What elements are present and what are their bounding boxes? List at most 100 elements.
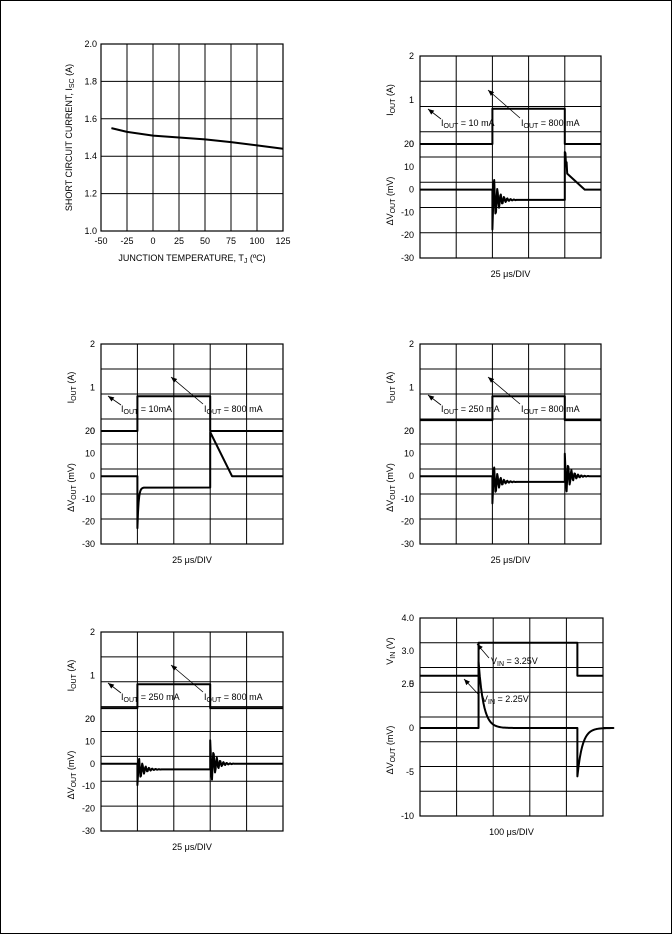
isc-x-axis-label: JUNCTION TEMPERATURE, TJ (ºC) [118, 253, 265, 265]
lt2-bottom-tick-label: 0 [90, 471, 95, 481]
isc-y-tick-label: 1.8 [84, 76, 97, 86]
lineT-bottom-tick-label: -10 [401, 811, 414, 821]
lt4-bottom-response-trace [101, 739, 284, 787]
lt4-annotation-low: IOUT = 250 mA [121, 692, 180, 704]
lt4-top-tick-label: 1 [90, 671, 95, 681]
isc-y-tick-label: 1.4 [84, 151, 97, 161]
lt3-bottom-response-trace [420, 452, 602, 505]
lt2-bottom-tick-label: -20 [82, 516, 95, 526]
lt4-bottom-tick-label: 20 [85, 714, 95, 724]
isc-plot-frame [100, 43, 284, 232]
lt2-bottom-tick-label: 10 [85, 449, 95, 459]
lt3-top-tick-label: 2 [409, 339, 414, 349]
lt4-bottom-tick-label: 10 [85, 736, 95, 746]
lt3-top-axis-label: IOUT (A) [385, 372, 397, 404]
lt2-bottom-tick-label: 20 [85, 426, 95, 436]
lt2-annotation-low-arrow [107, 395, 122, 406]
lt4-top-axis-label: IOUT (A) [66, 660, 78, 692]
lt1-grid [420, 56, 601, 258]
lt3-bottom-tick-label: 20 [404, 426, 414, 436]
lt2-annotation-low: IOUT = 10mA [121, 404, 172, 416]
isc-x-tick-label: -25 [120, 236, 133, 246]
lineT-transient-chart: 4.0 3.0 2.05 0 -5 -10 VIN (V) ΔVOUT (mV) 100 μs/… [385, 613, 615, 837]
isc-x-tick-label: 125 [275, 236, 290, 246]
lt2-bottom-tick-label: -30 [82, 539, 95, 549]
lt3-bottom-tick-label: -30 [401, 539, 414, 549]
lineT-annotation-low: VIN = 3.25V [491, 656, 538, 668]
lineT-plot-frame [419, 617, 604, 817]
lt2-bottom-axis-label: ΔVOUT (mV) [66, 463, 78, 512]
lt3-bottom-tick-label: 0 [409, 471, 414, 481]
lineT-x-axis-label: 100 μs/DIV [489, 827, 534, 837]
lt3-bottom-axis-label: ΔVOUT (mV) [385, 463, 397, 512]
lt2-bottom-response-trace [101, 431, 283, 530]
lt2-bottom-tick-label: -10 [82, 494, 95, 504]
lineT-top-step-trace [420, 641, 603, 677]
lt3-bottom-tick-label: -20 [401, 516, 414, 526]
lt4-bottom-tick-label: -10 [82, 781, 95, 791]
lineT-annotation-low-arrow [476, 643, 490, 659]
lt1-top-axis-label: IOUT (A) [385, 84, 397, 116]
lt2-x-axis-label: 25 μs/DIV [172, 555, 212, 565]
lt4-bottom-axis-label: ΔVOUT (mV) [66, 751, 78, 800]
lt1-bottom-axis-label: ΔVOUT (mV) [385, 177, 397, 226]
lt1-bottom-tick-label: 20 [404, 139, 414, 149]
lt3-plot-frame [419, 343, 602, 545]
lt3-annotation-low: IOUT = 250 mA [441, 404, 500, 416]
lineT-top-tick-label: 2.0 [401, 679, 414, 689]
lt4-bottom-tick-label: -20 [82, 804, 95, 814]
lt3-grid [420, 344, 601, 544]
lt1-bottom-tick-label: -30 [401, 253, 414, 263]
lt4-bottom-tick-label: -30 [82, 826, 95, 836]
lt1-bottom-tick-label: 10 [404, 162, 414, 172]
lineT-annotation-high-arrow [463, 678, 480, 696]
lt3-bottom-tick-label: -10 [401, 494, 414, 504]
lt4-grid [101, 632, 283, 831]
lt4-annotation-high: IOUT = 800 mA [204, 692, 263, 704]
lt3-top-tick-label: 0 [409, 426, 414, 436]
lineT-grid [420, 618, 603, 816]
isc-x-tick-label: 50 [200, 236, 210, 246]
lt4-x-axis-label: 25 μs/DIV [172, 842, 212, 852]
lt1-top-tick-label: 1 [409, 95, 414, 105]
lt1-annotation-low: IOUT = 10 mA [441, 118, 495, 130]
lt2-annotation-high-arrow [170, 376, 204, 405]
isc-x-tick-label: -50 [94, 236, 107, 246]
lt4-annotation-high-arrow [170, 664, 204, 693]
lt1-bottom-tick-label: -10 [401, 207, 414, 217]
lt2-top-step-trace [101, 395, 283, 432]
lt2-top-tick-label: 2 [90, 339, 95, 349]
isc-x-tick-label: 0 [150, 236, 155, 246]
lt1-top-tick-label: 0 [409, 139, 414, 149]
lt4-top-step-trace [101, 683, 283, 710]
isc-y-tick-label: 1.2 [84, 189, 97, 199]
isc-x-tick-label: 75 [226, 236, 236, 246]
isc-y-tick-label: 2.0 [84, 39, 97, 49]
lt3-top-step-trace [420, 395, 601, 422]
isc-y-tick-label: 1.0 [84, 226, 97, 236]
lt1-bottom-tick-label: 0 [409, 185, 414, 195]
lt1-bottom-response-trace [420, 150, 601, 231]
isc-x-tick-label: 100 [249, 236, 264, 246]
lt3-annotation-low-arrow [427, 394, 442, 406]
lineT-top-tick-label: 3.0 [401, 646, 414, 656]
lt4-plot-frame [100, 631, 284, 832]
isc-x-tick-label: 25 [174, 236, 184, 246]
lt4-bottom-tick-label: 0 [90, 759, 95, 769]
lt3-x-axis-label: 25 μs/DIV [491, 555, 531, 565]
lineT-top-axis-label: VIN (V) [385, 637, 397, 665]
isc-y-tick-label: 1.6 [84, 114, 97, 124]
lt3-annotation-high: IOUT = 800 mA [521, 404, 580, 416]
lt2-annotation-high: IOUT = 800 mA [204, 404, 263, 416]
lt2-top-tick-label: 0 [90, 426, 95, 436]
lt1-top-step-trace [420, 107, 601, 145]
lt1-annotation-high: IOUT = 800 mA [521, 118, 580, 130]
isc-vs-temperature-chart: -50 -25 0 25 50 75 100 125 1.0 1.2 1.4 1.6 1.8 2.0 JUN… [64, 39, 291, 265]
lineT-bottom-axis-label: ΔVOUT (mV) [385, 726, 397, 775]
lt2-grid [101, 344, 283, 544]
